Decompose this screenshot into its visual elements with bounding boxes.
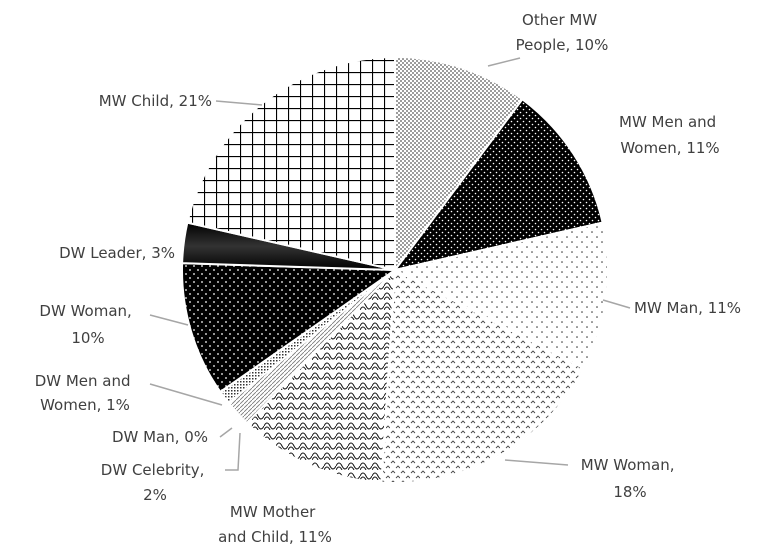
pie-slice [181,262,399,394]
leader-line [219,427,233,438]
data-label: DW Men and Women, 1% [35,372,136,414]
slices [181,55,609,484]
pie-slice [186,55,396,272]
leader-line [487,57,521,67]
data-label: Other MW People, 10% [516,11,609,54]
pie-slice [394,55,524,274]
data-label: MW Men and Women, 11% [619,113,721,157]
data-label: MW Mother and Child, 11% [218,503,332,546]
leader-line [504,459,569,466]
data-label: DW Leader, 3% [59,244,175,262]
data-label: DW Man, 0% [112,428,208,446]
data-labels: Other MW People, 10% MW Men and Women, 11… [35,11,741,546]
data-label: MW Woman, 18% [581,456,680,501]
leader-lines [149,57,631,471]
pie-slice [245,267,397,484]
pie-slice [392,221,609,370]
leader-line [149,383,223,406]
leader-line [215,100,263,106]
leader-line [225,432,241,471]
leader-line [602,299,631,309]
data-label: MW Child, 21% [99,92,212,110]
data-label: DW Woman, 10% [39,302,136,347]
data-label: DW Celebrity, 2% [101,461,209,504]
leader-line [149,314,189,326]
pie-slice [392,97,604,272]
data-label: MW Man, 11% [634,299,741,317]
pie-slice [380,268,586,484]
